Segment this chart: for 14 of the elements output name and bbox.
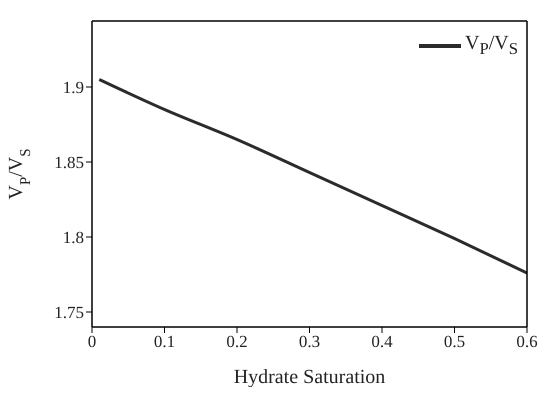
y-tick-label: 1.85 bbox=[54, 153, 84, 172]
x-tick-label: 0 bbox=[88, 332, 96, 352]
y-tick-label: 1.9 bbox=[62, 78, 84, 98]
x-tick-label: 0.3 bbox=[298, 332, 320, 352]
legend-label: V$_{P}$/V$_{S}$ bbox=[465, 32, 518, 59]
x-tick-label: 0.6 bbox=[516, 332, 538, 352]
x-tick-label: 0.2 bbox=[226, 332, 248, 352]
x-axis-title: Hydrate Saturation bbox=[234, 366, 386, 388]
x-tick-label: 0.1 bbox=[154, 332, 176, 352]
y-tick-label: 1.8 bbox=[62, 228, 84, 248]
x-tick-label: 0.5 bbox=[444, 332, 466, 352]
y-tick-label: 1.75 bbox=[54, 303, 84, 322]
x-tick-label: 0.4 bbox=[371, 332, 394, 352]
line-series bbox=[98, 78, 527, 274]
